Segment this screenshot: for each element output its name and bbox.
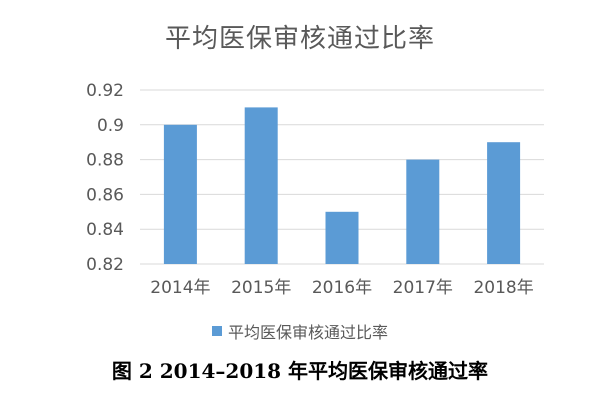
legend-swatch bbox=[211, 326, 222, 336]
y-tick-label: 0.9 bbox=[97, 116, 124, 136]
bar bbox=[487, 142, 521, 264]
figure-caption: 图 2 2014–2018 年平均医保审核通过率 bbox=[111, 359, 489, 383]
y-tick-label: 0.88 bbox=[86, 151, 124, 171]
bars bbox=[163, 107, 521, 265]
y-tick-label: 0.84 bbox=[86, 220, 124, 240]
legend: 平均医保审核通过比率 bbox=[0, 319, 600, 343]
bar bbox=[406, 159, 440, 264]
bar bbox=[163, 124, 197, 264]
x-tick-label: 2017年 bbox=[393, 278, 453, 298]
x-tick-label: 2014年 bbox=[150, 278, 210, 298]
x-tick-label: 2016年 bbox=[312, 278, 372, 298]
y-axis-tick-labels: 0.82 0.84 0.86 0.88 0.9 0.92 bbox=[86, 81, 124, 275]
chart-title: 平均医保审核通过比率 bbox=[164, 24, 435, 54]
bar bbox=[325, 211, 359, 264]
y-tick-label: 0.82 bbox=[86, 255, 124, 275]
x-axis-tick-labels: 2014年 2015年 2016年 2017年 2018年 bbox=[150, 278, 533, 298]
bar bbox=[244, 107, 278, 265]
x-tick-label: 2015年 bbox=[231, 278, 291, 298]
legend-label: 平均医保审核通过比率 bbox=[227, 323, 388, 342]
y-tick-label: 0.86 bbox=[86, 185, 124, 205]
x-tick-label: 2018年 bbox=[473, 278, 533, 298]
y-tick-label: 0.92 bbox=[86, 81, 124, 101]
